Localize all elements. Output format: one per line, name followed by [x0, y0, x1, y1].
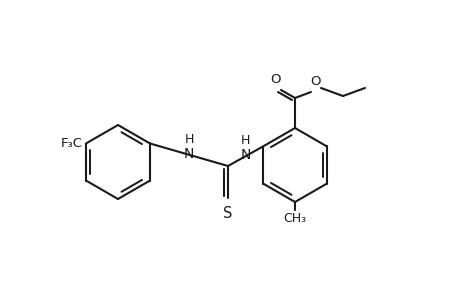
- Text: H: H: [184, 133, 193, 146]
- Text: O: O: [270, 73, 280, 86]
- Text: S: S: [223, 206, 232, 221]
- Text: H: H: [240, 134, 250, 147]
- Text: F₃C: F₃C: [61, 137, 83, 150]
- Text: N: N: [184, 147, 194, 161]
- Text: CH₃: CH₃: [283, 212, 306, 225]
- Text: N: N: [240, 148, 250, 162]
- Text: O: O: [310, 75, 320, 88]
